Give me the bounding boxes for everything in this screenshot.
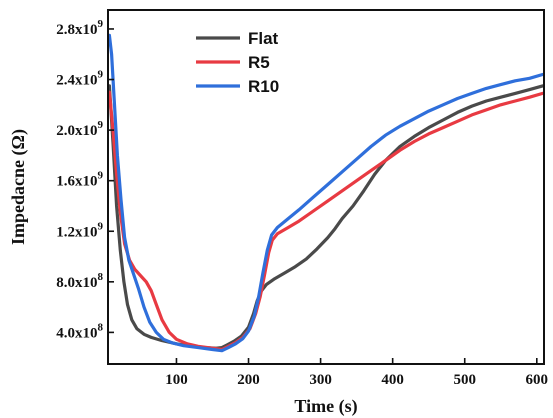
y-tick-label: 1.6x109 (56, 170, 103, 190)
y-tick-label: 1.2x109 (56, 220, 103, 240)
y-tick-label: 8.0x108 (56, 271, 103, 291)
x-tick-label: 200 (237, 372, 260, 388)
series-layer (109, 35, 542, 350)
y-axis-title: Impedacne (Ω) (8, 129, 29, 245)
x-tick-label: 600 (526, 372, 549, 388)
y-tick-label: 4.0x108 (56, 321, 103, 341)
x-tick-label: 400 (381, 372, 404, 388)
y-tick-label: 2.8x109 (56, 18, 103, 38)
legend-label-r5: R5 (248, 53, 270, 72)
series-line-r10 (109, 35, 542, 350)
y-tick-label: 2.0x109 (56, 119, 103, 139)
x-tick-label: 300 (309, 372, 332, 388)
x-tick-label: 100 (165, 372, 188, 388)
x-axis-title: Time (s) (294, 396, 357, 417)
x-tick-label: 500 (453, 372, 476, 388)
legend-label-flat: Flat (248, 29, 279, 48)
series-line-r5 (109, 92, 542, 349)
y-tick-label: 2.4x109 (56, 69, 103, 89)
tick-layer: 100 200 300 400 500 600 4.0x108 8.0x108 1.2x109 1… (56, 18, 548, 388)
legend: Flat R5 R10 (196, 29, 279, 96)
legend-label-r10: R10 (248, 77, 279, 96)
series-line-flat (109, 86, 542, 348)
